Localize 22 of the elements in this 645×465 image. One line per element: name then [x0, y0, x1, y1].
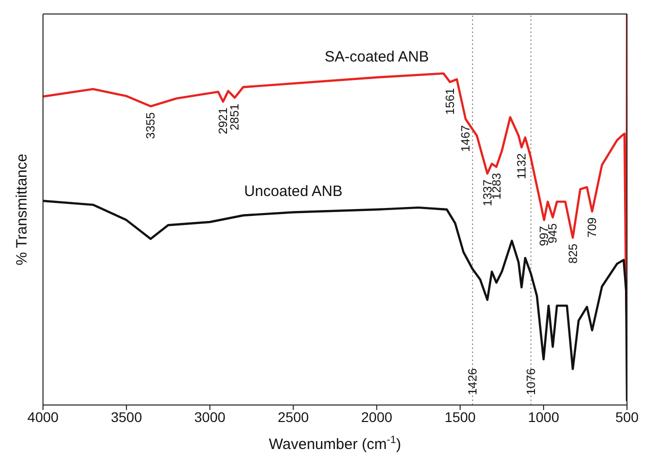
- y-axis-title: % Transmittance: [13, 154, 30, 266]
- annotation: 3355: [144, 112, 158, 139]
- annotation: 825: [566, 243, 580, 264]
- ref-line-label: 1426: [465, 368, 480, 395]
- annotation: 2851: [228, 103, 242, 130]
- annotation: 709: [585, 217, 600, 238]
- x-tick-label: 2500: [278, 408, 310, 425]
- x-tick-label: 3000: [194, 408, 226, 425]
- x-tick-label: 1500: [444, 408, 476, 425]
- x-tick-label: 500: [615, 408, 639, 425]
- annotation: 2921: [216, 107, 230, 134]
- series-label: SA-coated ANB: [324, 48, 429, 66]
- x-tick-label: 1000: [528, 408, 560, 425]
- annotation: 1561: [442, 88, 457, 115]
- series-label: Uncoated ANB: [244, 183, 342, 200]
- ref-line-label: 1076: [524, 368, 538, 395]
- x-tick-label: 2000: [361, 408, 392, 425]
- x-axis-title: Wavenumber (cm$^{-1}$): [268, 434, 402, 453]
- x-tick-label: 3500: [110, 408, 142, 425]
- x-tick-label: 4000: [27, 408, 59, 425]
- annotation: 1132: [514, 153, 529, 180]
- annotation: 1467: [458, 124, 473, 152]
